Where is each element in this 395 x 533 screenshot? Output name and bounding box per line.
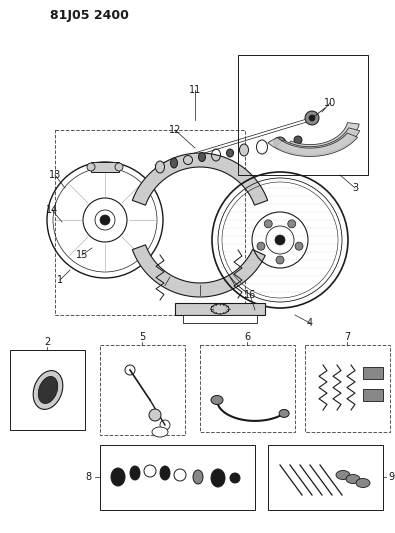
Ellipse shape xyxy=(226,149,233,157)
Text: 2: 2 xyxy=(44,337,50,347)
Bar xyxy=(268,445,383,510)
Text: 12: 12 xyxy=(169,125,181,135)
Circle shape xyxy=(257,242,265,250)
Ellipse shape xyxy=(33,370,63,409)
Circle shape xyxy=(288,220,296,228)
Polygon shape xyxy=(132,245,265,297)
Ellipse shape xyxy=(38,376,58,403)
Circle shape xyxy=(275,235,285,245)
Bar xyxy=(100,445,255,510)
Text: 7: 7 xyxy=(344,332,350,342)
Ellipse shape xyxy=(294,136,302,144)
Polygon shape xyxy=(285,123,359,153)
Circle shape xyxy=(305,111,319,125)
Bar xyxy=(363,367,383,379)
Text: 9: 9 xyxy=(388,472,394,482)
Text: 4: 4 xyxy=(307,318,313,328)
Ellipse shape xyxy=(199,152,205,161)
Polygon shape xyxy=(276,128,360,155)
Text: 81J05 2400: 81J05 2400 xyxy=(50,10,129,22)
Text: 14: 14 xyxy=(46,205,58,215)
Circle shape xyxy=(95,210,115,230)
Bar xyxy=(91,162,119,172)
Text: 11: 11 xyxy=(189,85,201,95)
Ellipse shape xyxy=(171,158,177,168)
Text: 5: 5 xyxy=(139,332,145,342)
Ellipse shape xyxy=(130,466,140,480)
Ellipse shape xyxy=(211,469,225,487)
Bar xyxy=(363,389,383,401)
Circle shape xyxy=(295,242,303,250)
Text: 15: 15 xyxy=(76,250,88,260)
Bar xyxy=(238,55,368,175)
Bar xyxy=(175,303,265,315)
Bar xyxy=(305,345,390,432)
Text: 3: 3 xyxy=(352,183,358,193)
Bar xyxy=(183,315,257,323)
Ellipse shape xyxy=(230,473,240,483)
Ellipse shape xyxy=(211,304,229,314)
Circle shape xyxy=(149,409,161,421)
Ellipse shape xyxy=(274,137,286,149)
Ellipse shape xyxy=(279,409,289,417)
Circle shape xyxy=(276,256,284,264)
Text: 16: 16 xyxy=(244,290,256,300)
Ellipse shape xyxy=(160,466,170,480)
Circle shape xyxy=(264,220,272,228)
Polygon shape xyxy=(132,153,268,205)
Polygon shape xyxy=(268,133,357,157)
Ellipse shape xyxy=(211,395,223,405)
Ellipse shape xyxy=(239,144,248,156)
Text: 13: 13 xyxy=(49,170,61,180)
Text: 10: 10 xyxy=(324,98,336,108)
Ellipse shape xyxy=(111,468,125,486)
Bar xyxy=(100,345,185,435)
Ellipse shape xyxy=(156,161,164,173)
Bar xyxy=(55,130,245,315)
Ellipse shape xyxy=(87,163,95,171)
Text: 6: 6 xyxy=(244,332,250,342)
Text: 8: 8 xyxy=(85,472,91,482)
Circle shape xyxy=(309,115,315,121)
Ellipse shape xyxy=(356,479,370,488)
Text: 1: 1 xyxy=(57,275,63,285)
Circle shape xyxy=(100,215,110,225)
Ellipse shape xyxy=(115,163,123,171)
Ellipse shape xyxy=(336,471,350,480)
Bar xyxy=(10,350,85,430)
Ellipse shape xyxy=(152,427,168,437)
Bar xyxy=(200,345,295,432)
Ellipse shape xyxy=(346,474,360,483)
Ellipse shape xyxy=(193,470,203,484)
